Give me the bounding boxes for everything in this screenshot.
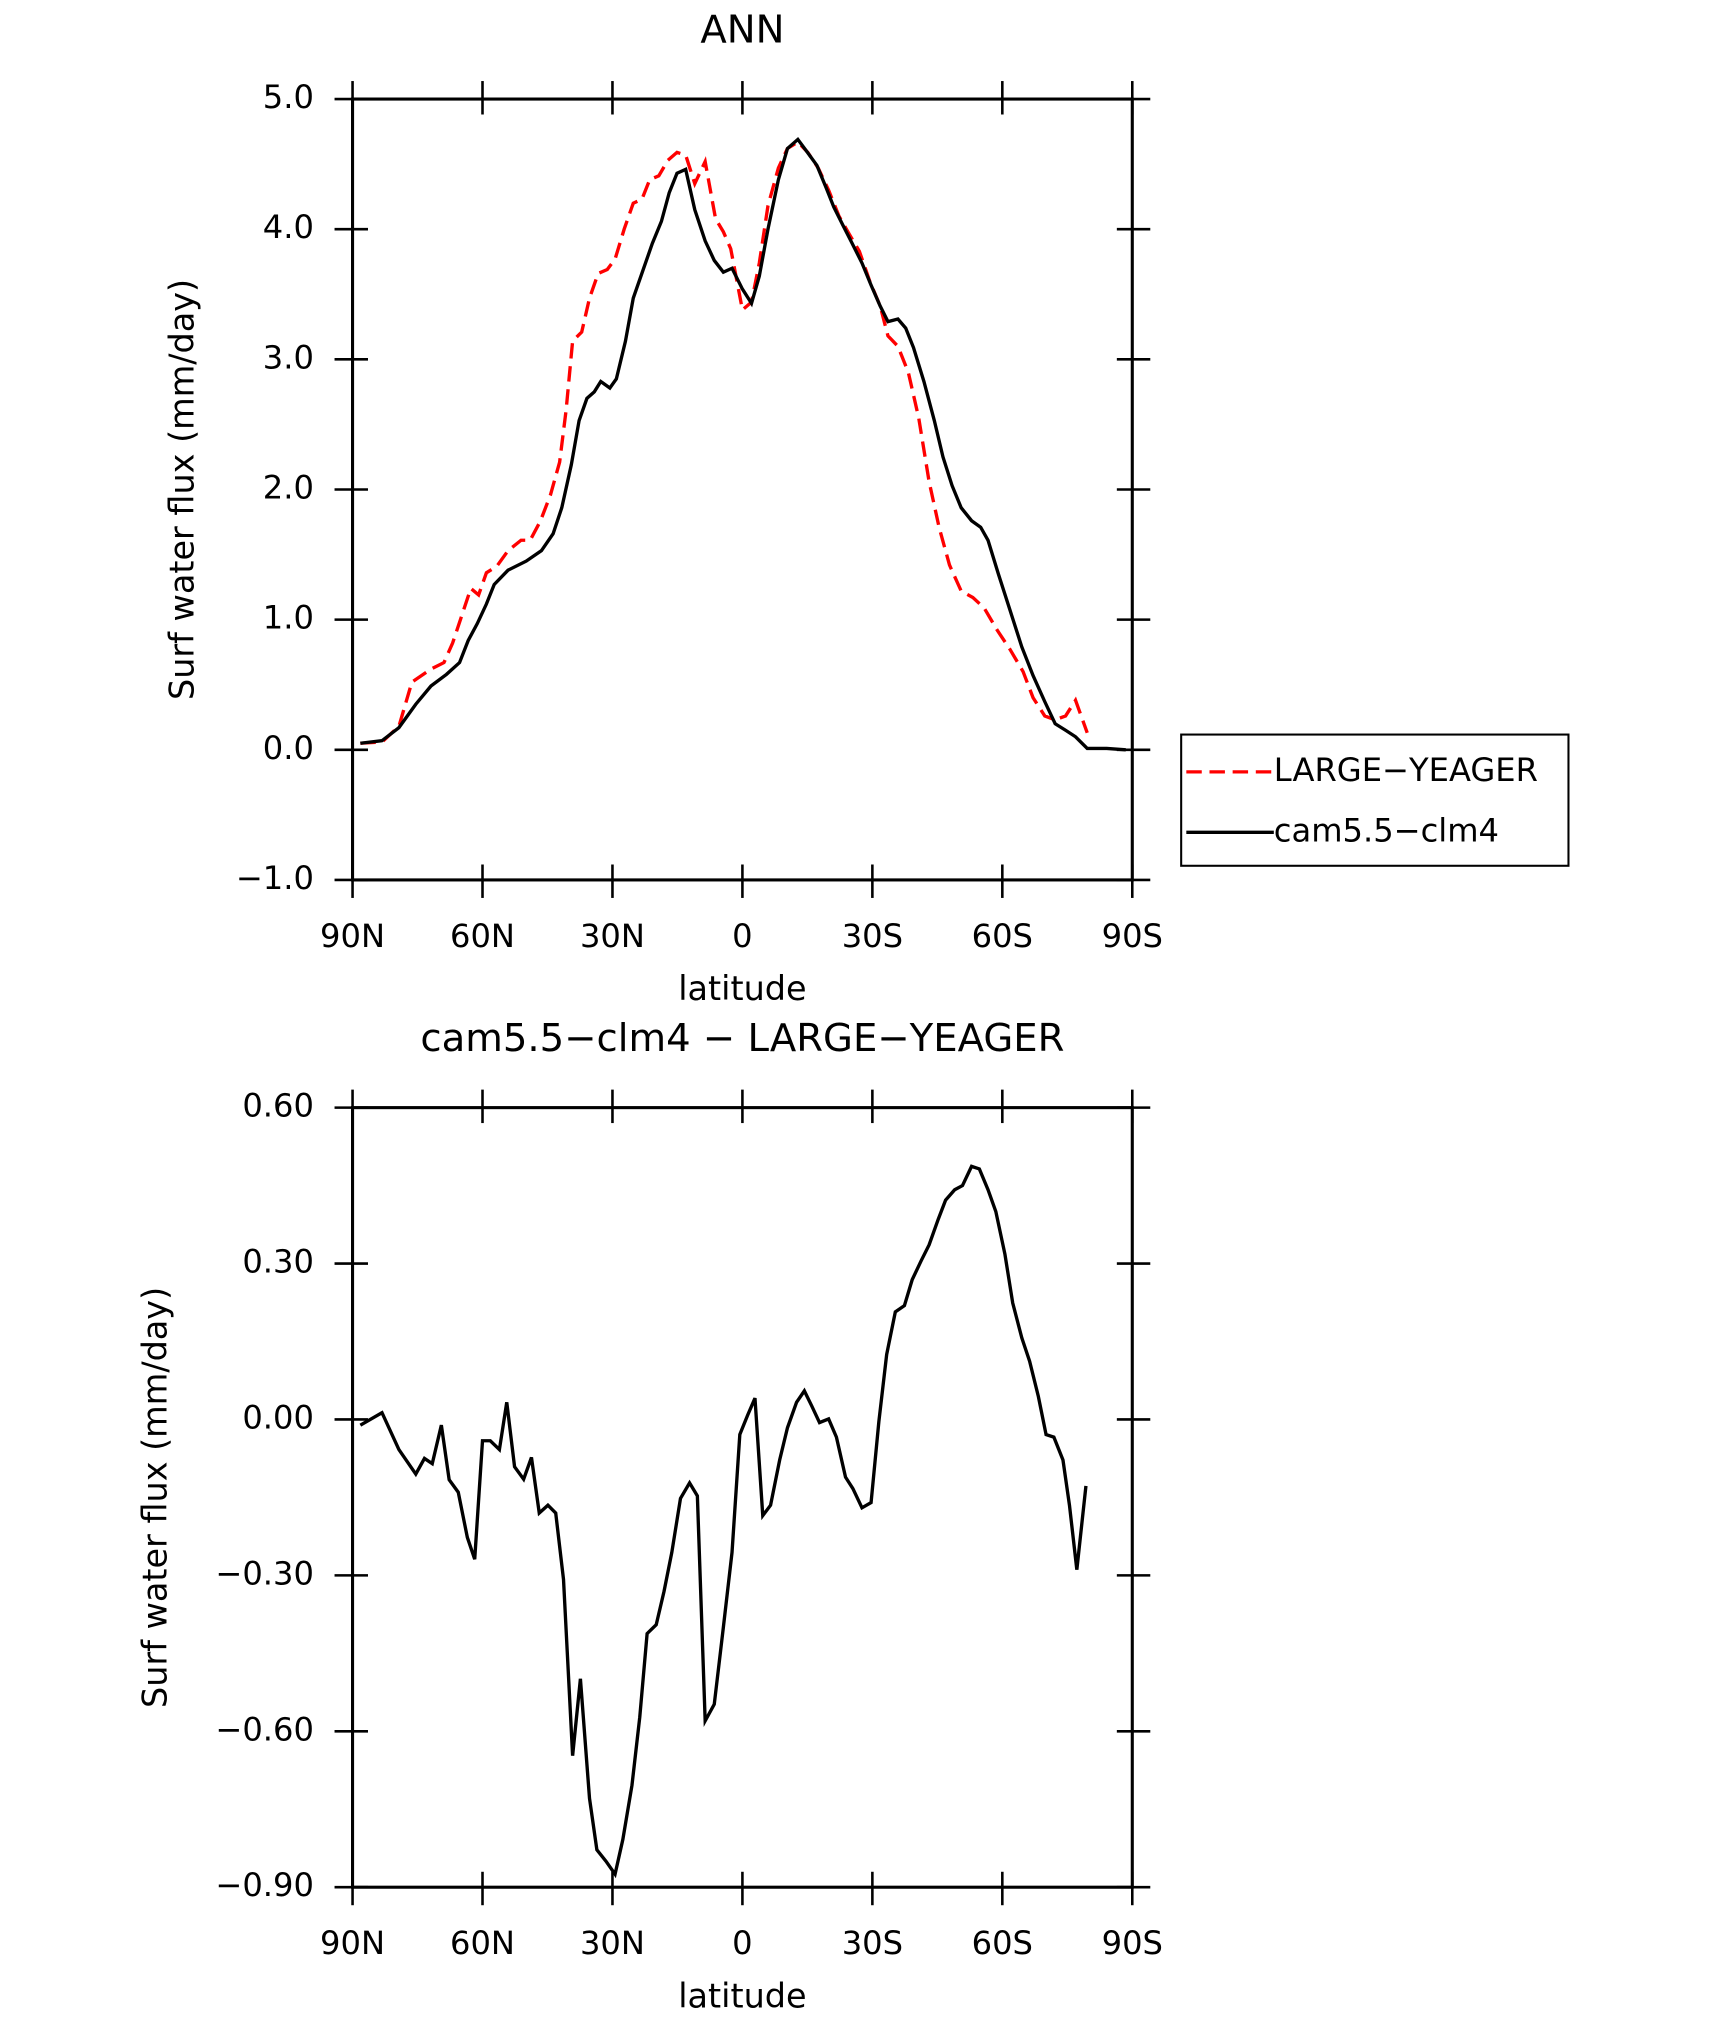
x-tick-label: 30N (580, 917, 645, 955)
data-line (360, 139, 1089, 745)
y-tick-label: 2.0 (263, 468, 314, 506)
x-tick-label: 60S (972, 917, 1033, 955)
legend-box (1180, 733, 1570, 867)
x-tick-label: 90S (1102, 917, 1163, 955)
y-tick-label: 0.00 (242, 1398, 314, 1436)
y-tick-label: −1.0 (236, 859, 314, 897)
x-tick-label: 90N (320, 1924, 385, 1962)
x-tick-label: 60S (972, 1924, 1033, 1962)
x-tick-label: 90S (1102, 1924, 1163, 1962)
x-tick-label: 90N (320, 917, 385, 955)
y-tick-label: 1.0 (263, 599, 314, 637)
y-tick-label: 3.0 (263, 338, 314, 376)
x-tick-label: 30N (580, 1924, 645, 1962)
plot-frame (351, 97, 1134, 882)
data-line (359, 1164, 1088, 1879)
y-tick-label: 5.0 (263, 78, 314, 116)
x-axis-label: latitude (678, 1976, 806, 2015)
x-tick-label: 30S (842, 1924, 903, 1962)
x-tick-label: 0 (732, 917, 752, 955)
x-tick-label: 60N (450, 917, 515, 955)
y-tick-label: −0.90 (215, 1866, 314, 1904)
legend-label: LARGE−YEAGER (1274, 751, 1538, 789)
y-tick-label: 0.30 (242, 1243, 314, 1281)
y-tick-label: −0.30 (215, 1554, 314, 1592)
y-axis-label: Surf water flux (mm/day) (135, 1287, 174, 1708)
legend-label: cam5.5−clm4 (1274, 811, 1499, 849)
y-tick-label: 0.60 (242, 1087, 314, 1125)
chart-title: ANN (700, 8, 784, 53)
x-tick-label: 0 (732, 1924, 752, 1962)
chart-title: cam5.5−clm4 − LARGE−YEAGER (420, 1016, 1064, 1061)
y-tick-label: −0.60 (215, 1710, 314, 1748)
data-line (360, 136, 1126, 752)
y-tick-label: 0.0 (263, 729, 314, 767)
x-axis-label: latitude (678, 969, 806, 1008)
y-tick-label: 4.0 (263, 208, 314, 246)
x-tick-label: 60N (450, 1924, 515, 1962)
x-tick-label: 30S (842, 917, 903, 955)
plot-frame (351, 1106, 1134, 1889)
y-axis-label: Surf water flux (mm/day) (162, 279, 201, 700)
